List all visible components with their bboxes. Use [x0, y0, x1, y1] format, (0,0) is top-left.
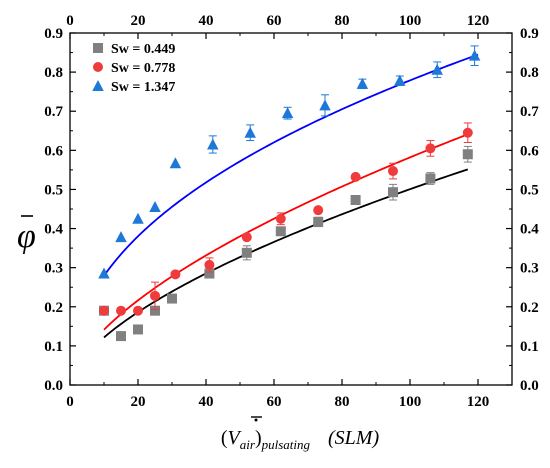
- data-point-triangle: [431, 63, 443, 75]
- data-point-circle: [116, 305, 126, 316]
- x-axis-label: (Vair)pulsating (SLM): [221, 427, 380, 452]
- data-point-square: [116, 331, 126, 342]
- data-point-circle: [462, 127, 473, 138]
- data-point-square: [350, 195, 361, 206]
- data-point-circle: [275, 213, 286, 224]
- data-points: [98, 45, 481, 342]
- x-label-pulsating: pulsating: [261, 437, 311, 452]
- y-axis-label: φ: [17, 218, 36, 255]
- x-label-paren-open: (: [221, 427, 228, 449]
- data-point-triangle: [98, 267, 110, 279]
- y-tick-label-right: 0.9: [520, 26, 539, 42]
- data-point-triangle: [132, 212, 144, 224]
- x-tick-label-top: 100: [399, 13, 422, 29]
- data-point-triangle: [319, 99, 331, 111]
- y-tick-label-right: 0.4: [520, 222, 539, 238]
- y-tick-label-right: 0.1: [520, 339, 539, 355]
- fit-curve: [103, 168, 469, 339]
- y-tick-label-right: 0.0: [520, 378, 539, 394]
- x-tick-label-bottom: 40: [199, 394, 214, 410]
- data-point-triangle: [394, 74, 406, 86]
- data-point-circle: [170, 269, 181, 280]
- y-tick-label-left: 0.2: [44, 300, 63, 316]
- x-tick-label-bottom: 20: [131, 394, 146, 410]
- x-label-unit: (SLM): [328, 427, 379, 449]
- data-point-square: [462, 149, 473, 160]
- y-tick-label-right: 0.8: [520, 65, 539, 81]
- data-point-triangle: [356, 77, 369, 89]
- legend-label: Sw = 1.347: [111, 80, 175, 95]
- x-tick-label-top: 0: [66, 13, 74, 29]
- y-tick-label-left: 0.6: [44, 143, 63, 159]
- data-point-triangle: [92, 80, 104, 91]
- x-tick-label-top: 120: [467, 13, 490, 29]
- y-tick-label-right: 0.7: [520, 104, 539, 120]
- fit-curves: [103, 53, 479, 339]
- x-label-paren-close: ): [255, 427, 262, 449]
- data-point-square: [241, 247, 252, 258]
- data-point-square: [275, 226, 286, 237]
- y-tick-label-left: 0.9: [44, 26, 63, 42]
- data-point-circle: [133, 305, 143, 316]
- x-tick-label-bottom: 60: [267, 394, 282, 410]
- axes: 0 0 20 20 40 40 60 60 80 80 100 100 120 120 0.0 0.0 0.1 0…: [44, 13, 539, 410]
- fit-curve: [103, 133, 469, 331]
- data-point-triangle: [169, 157, 182, 169]
- data-point-circle: [313, 205, 324, 216]
- data-point-circle: [99, 305, 109, 316]
- data-point-circle: [241, 232, 252, 243]
- y-tick-label-right: 0.3: [520, 261, 539, 277]
- data-point-square: [133, 324, 143, 335]
- y-tick-label-right: 0.2: [520, 300, 539, 316]
- data-point-triangle: [468, 49, 481, 61]
- data-point-circle: [204, 259, 215, 270]
- x-tick-label-bottom: 0: [66, 394, 74, 410]
- y-tick-label-left: 0.0: [44, 378, 63, 394]
- y-tick-label-left: 0.5: [44, 182, 63, 198]
- axis-labels: φ (Vair)pulsating (SLM): [17, 215, 380, 452]
- data-point-triangle: [244, 126, 256, 138]
- data-point-triangle: [115, 231, 127, 243]
- y-tick-label-left: 0.1: [44, 339, 63, 355]
- x-tick-label-bottom: 80: [335, 394, 350, 410]
- fit-curve: [103, 53, 479, 277]
- data-point-circle: [388, 166, 398, 177]
- legend-label: Sw = 0.449: [111, 42, 175, 57]
- data-point-square: [204, 268, 215, 279]
- x-label-v: V: [228, 427, 243, 449]
- y-tick-label-left: 0.8: [44, 65, 63, 81]
- legend: Sw = 0.449 Sw = 0.778 Sw = 1.347: [92, 42, 175, 95]
- y-tick-label-left: 0.3: [44, 261, 63, 277]
- data-point-triangle: [149, 201, 161, 213]
- x-tick-label-bottom: 120: [467, 394, 490, 410]
- data-point-circle: [93, 62, 103, 72]
- data-point-circle: [150, 290, 160, 301]
- data-point-square: [313, 216, 324, 227]
- x-label-air: air: [240, 437, 256, 452]
- data-point-square: [167, 293, 177, 304]
- x-tick-label-top: 60: [267, 13, 282, 29]
- x-tick-label-top: 40: [199, 13, 214, 29]
- data-point-square: [93, 43, 103, 53]
- data-point-square: [150, 305, 160, 316]
- data-point-triangle: [281, 107, 294, 119]
- data-point-circle: [425, 143, 436, 154]
- data-point-square: [425, 173, 436, 184]
- x-tick-label-top: 20: [131, 13, 146, 29]
- y-tick-label-right: 0.6: [520, 143, 539, 159]
- x-tick-label-bottom: 100: [399, 394, 422, 410]
- y-tick-label-right: 0.5: [520, 182, 539, 198]
- y-tick-label-left: 0.7: [44, 104, 63, 120]
- legend-label: Sw = 0.778: [111, 61, 175, 76]
- data-point-circle: [350, 171, 361, 182]
- data-point-triangle: [207, 138, 219, 150]
- y-tick-label-left: 0.4: [44, 222, 63, 238]
- x-tick-label-top: 80: [335, 13, 350, 29]
- data-point-square: [388, 187, 398, 198]
